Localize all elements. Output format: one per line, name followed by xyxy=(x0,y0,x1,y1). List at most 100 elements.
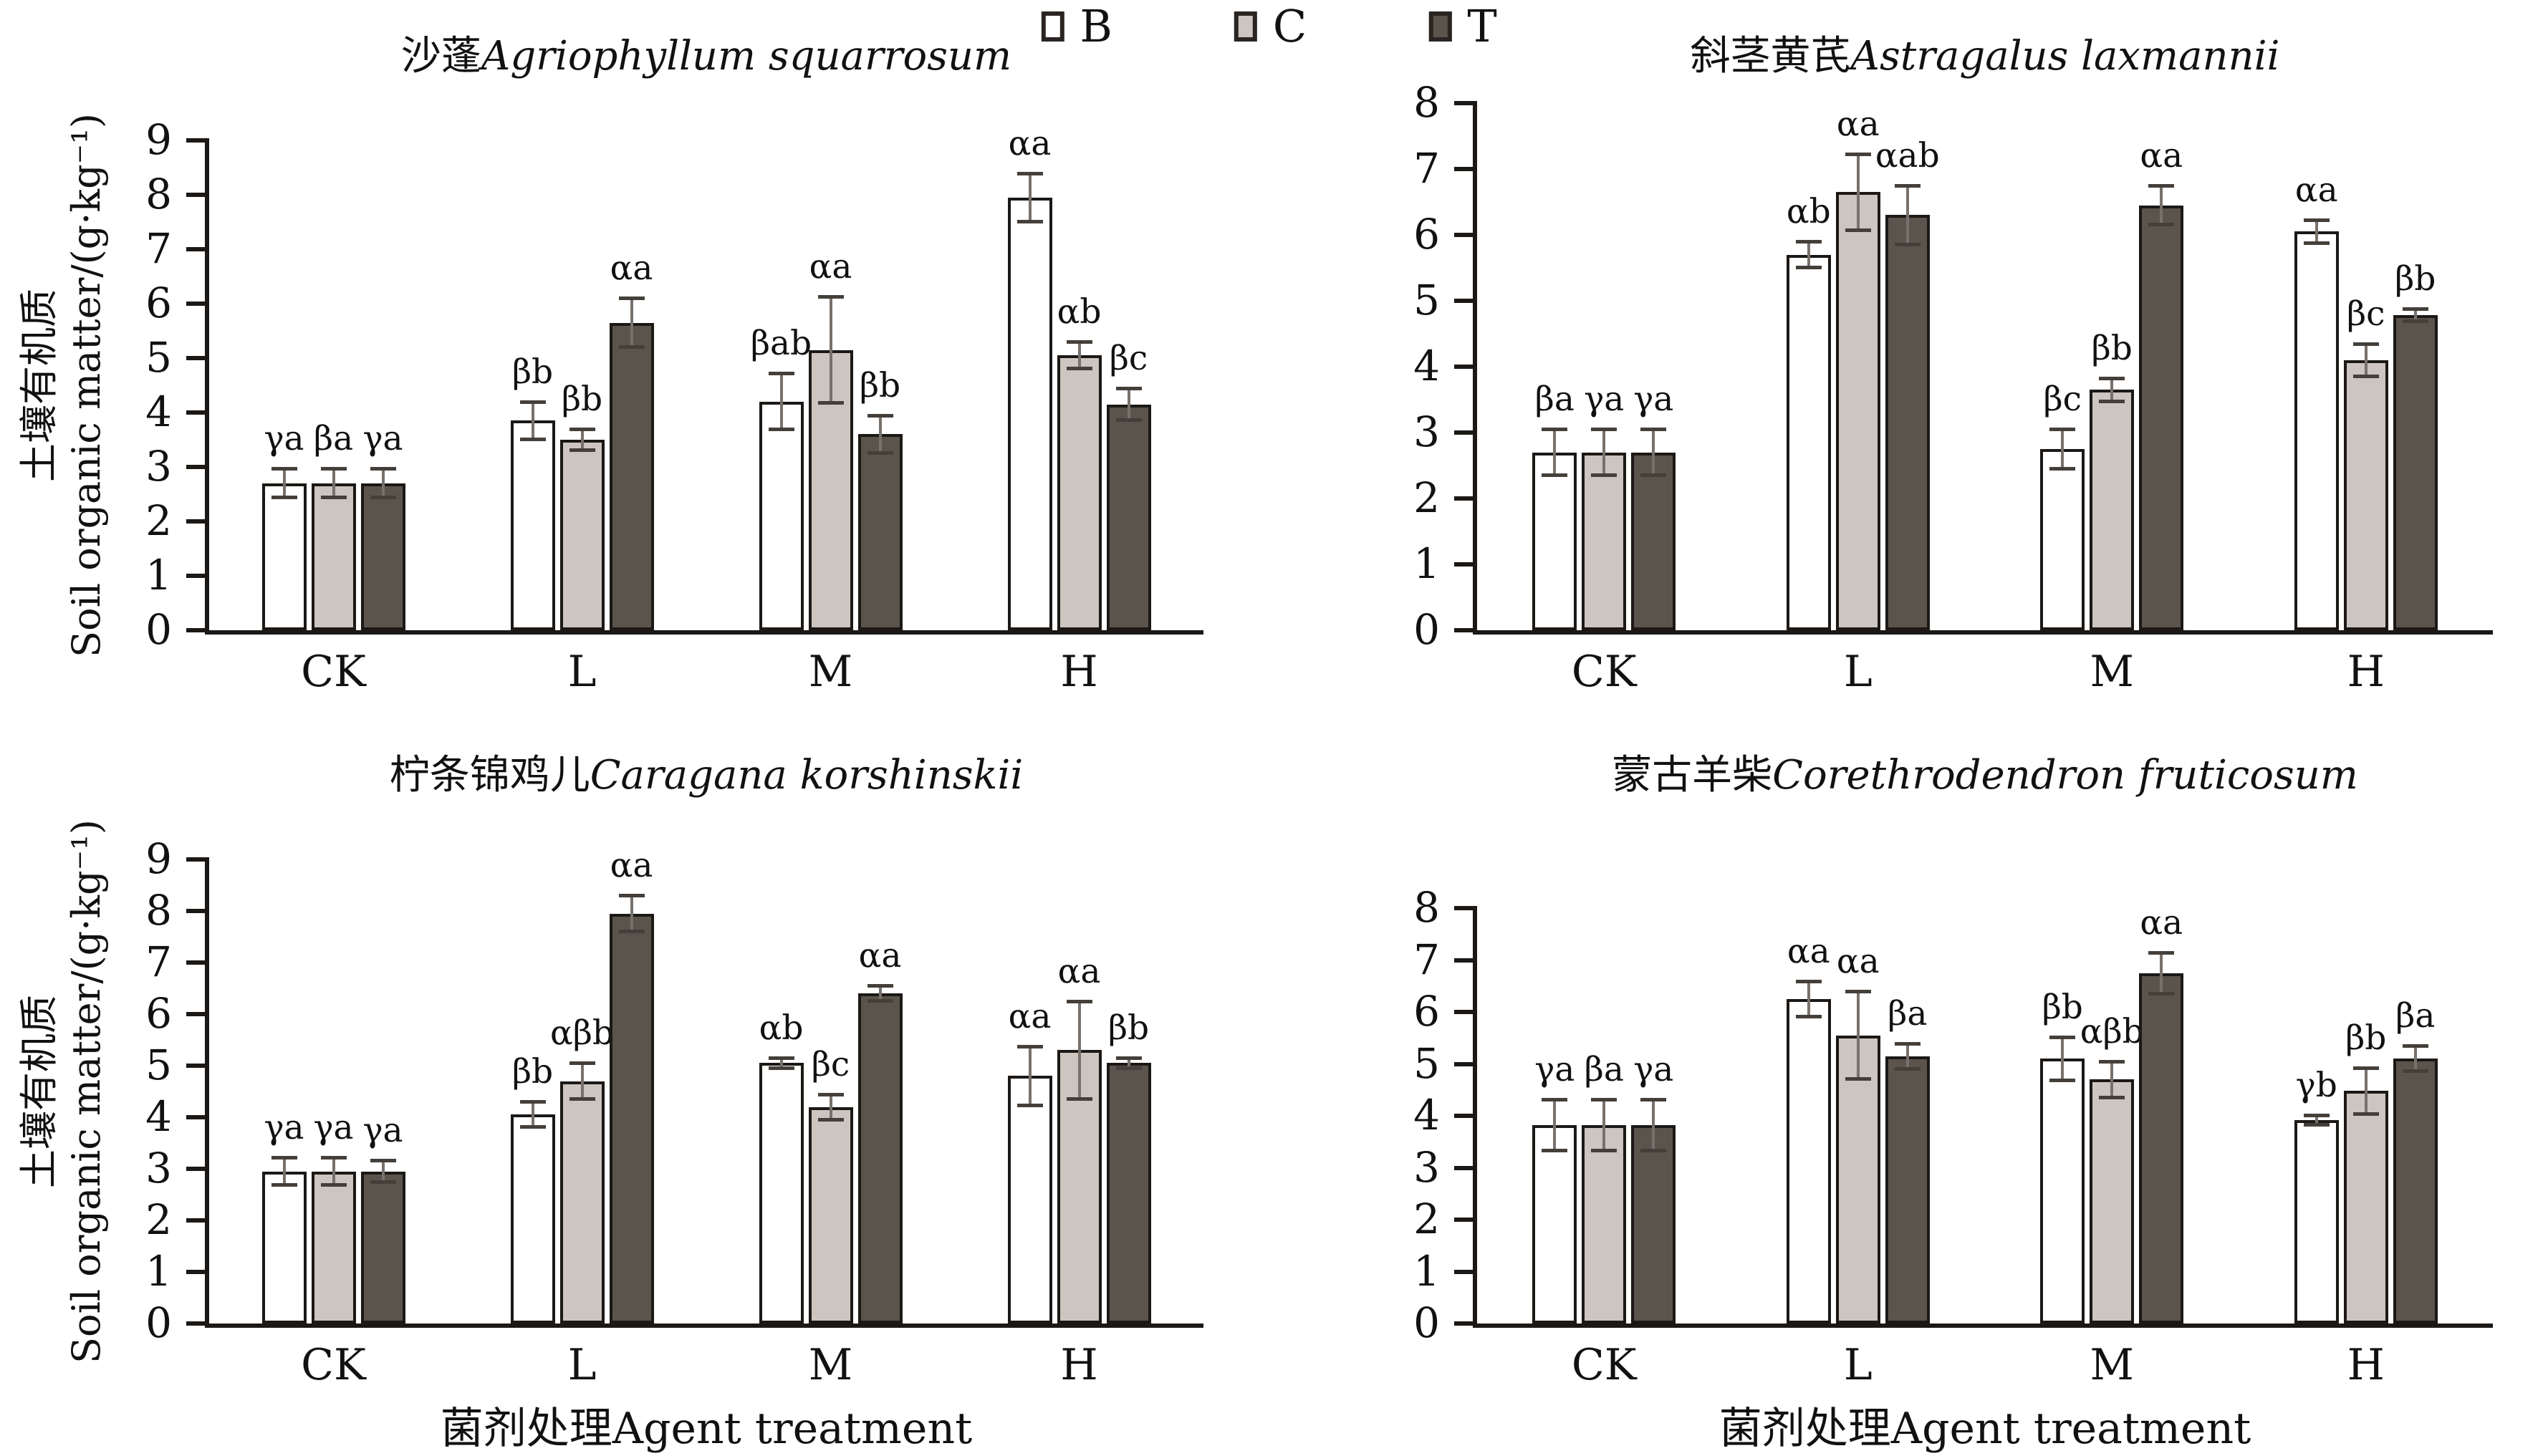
error-bar-line xyxy=(630,895,633,932)
y-tick-label: 7 xyxy=(145,937,172,986)
error-bar-cap-bottom xyxy=(370,1180,396,1185)
error-bar-cap-top xyxy=(867,984,893,988)
bar-c-l xyxy=(1835,1035,1880,1324)
error-bar-cap-bottom xyxy=(1115,418,1142,423)
significance-label: αa xyxy=(610,249,653,289)
error-bar-cap-top xyxy=(271,467,297,471)
y-tick-label: 3 xyxy=(145,442,172,491)
error-bar-cap-bottom xyxy=(370,496,396,500)
category-label: L xyxy=(567,1340,597,1390)
significance-label: βb xyxy=(2091,328,2133,368)
error-bar-line xyxy=(2061,429,2064,469)
bar-t-m xyxy=(2139,973,2184,1324)
y-tick-mark xyxy=(1454,430,1473,435)
category-label: L xyxy=(1843,1340,1873,1390)
error-bar-cap-bottom xyxy=(2148,223,2175,227)
category-label: M xyxy=(2090,1340,2134,1390)
y-axis-label-en: Soil organic matter/(g·kg⁻¹) xyxy=(64,113,109,657)
y-tick-mark xyxy=(186,909,205,913)
y-axis-label-en: Soil organic matter/(g·kg⁻¹) xyxy=(64,819,109,1364)
significance-label: αa xyxy=(1008,123,1052,163)
significance-label: βb xyxy=(511,1052,554,1092)
error-bar-cap-bottom xyxy=(1845,228,1871,232)
error-bar-cap-top xyxy=(1016,171,1043,175)
y-tick-label: 4 xyxy=(1413,342,1440,390)
y-tick-mark xyxy=(186,1321,205,1326)
significance-label: αb xyxy=(1057,292,1102,332)
y-tick-mark xyxy=(186,574,205,578)
bar-t-m xyxy=(2139,205,2184,630)
y-tick-label: 2 xyxy=(1413,473,1440,522)
x-axis-line xyxy=(1473,1324,2493,1328)
significance-label: βa xyxy=(1584,1049,1624,1089)
y-tick-label: 9 xyxy=(145,834,172,883)
significance-label: βb xyxy=(561,379,603,419)
error-bar-cap-bottom xyxy=(2303,241,2330,245)
bar-b-ck xyxy=(1532,452,1577,630)
y-tick-mark xyxy=(1454,1010,1473,1014)
y-tick-label: 2 xyxy=(145,1195,172,1244)
y-tick-label: 8 xyxy=(1413,883,1440,932)
category-label: CK xyxy=(1571,647,1637,697)
category-label: H xyxy=(2347,647,2385,697)
significance-label: βa xyxy=(313,419,354,459)
legend-item-c: C xyxy=(1234,4,1307,49)
bar-b-h xyxy=(2294,231,2339,630)
significance-label: βb xyxy=(1107,1008,1150,1048)
significance-label: γa xyxy=(362,419,403,459)
bar-c-m xyxy=(2090,390,2135,630)
error-bar-cap-bottom xyxy=(867,999,893,1003)
y-tick-label: 0 xyxy=(1413,1298,1440,1347)
significance-label: αβb xyxy=(2080,1011,2144,1051)
y-tick-label: 0 xyxy=(1413,605,1440,654)
y-tick-mark xyxy=(186,356,205,360)
y-tick-mark xyxy=(1454,233,1473,237)
bar-c-l xyxy=(559,440,605,630)
bar-c-h xyxy=(1057,355,1102,630)
error-bar-cap-top xyxy=(1640,428,1667,432)
error-bar-cap-top xyxy=(271,1156,297,1160)
error-bar-cap-bottom xyxy=(2099,1095,2125,1099)
error-bar-line xyxy=(1553,429,1557,476)
y-tick-mark xyxy=(186,410,205,415)
error-bar-line xyxy=(1905,1043,1909,1069)
error-bar-line xyxy=(1652,429,1655,476)
error-bar-cap-top xyxy=(2148,184,2175,188)
bar-b-m xyxy=(2040,449,2085,630)
y-tick-mark xyxy=(186,247,205,251)
error-bar-line xyxy=(1077,1001,1081,1099)
y-axis-label: 土壤有机质 Soil organic matter/(g·kg⁻¹) xyxy=(16,0,110,779)
significance-label: βb xyxy=(2042,987,2083,1027)
error-bar-line xyxy=(332,468,335,498)
y-tick-label: 9 xyxy=(145,115,172,164)
significance-label: βab xyxy=(750,324,812,364)
y-tick-mark xyxy=(1454,299,1473,303)
error-bar-cap-top xyxy=(1845,990,1871,993)
y-tick-mark xyxy=(1454,365,1473,369)
significance-label: βc xyxy=(811,1044,850,1084)
error-bar-cap-bottom xyxy=(1542,473,1568,477)
error-bar-cap-bottom xyxy=(2303,1123,2330,1127)
y-tick-label: 5 xyxy=(145,1041,172,1089)
error-bar-cap-top xyxy=(370,467,396,471)
y-tick-label: 5 xyxy=(145,333,172,382)
bar-b-l xyxy=(1786,254,1831,630)
error-bar-cap-top xyxy=(2049,428,2076,432)
error-bar-cap-bottom xyxy=(1066,367,1092,371)
error-bar-cap-top xyxy=(1795,979,1822,983)
significance-label: αa xyxy=(2294,170,2338,210)
y-axis-line xyxy=(205,138,209,635)
error-bar-cap-top xyxy=(1640,1097,1667,1101)
error-bar-line xyxy=(2413,1046,2417,1072)
y-tick-label: 3 xyxy=(145,1144,172,1192)
legend-item-t: T xyxy=(1428,4,1497,49)
error-bar-cap-top xyxy=(1542,428,1568,432)
category-label: L xyxy=(567,647,597,697)
panel-title-latin: Astragalus laxmannii xyxy=(1850,33,2280,79)
error-bar-line xyxy=(630,298,633,347)
error-bar-cap-bottom xyxy=(569,448,595,453)
significance-label: αa xyxy=(1787,931,1830,971)
error-bar-line xyxy=(381,468,385,498)
significance-label: αa xyxy=(1836,104,1880,144)
error-bar-line xyxy=(1028,1046,1032,1107)
